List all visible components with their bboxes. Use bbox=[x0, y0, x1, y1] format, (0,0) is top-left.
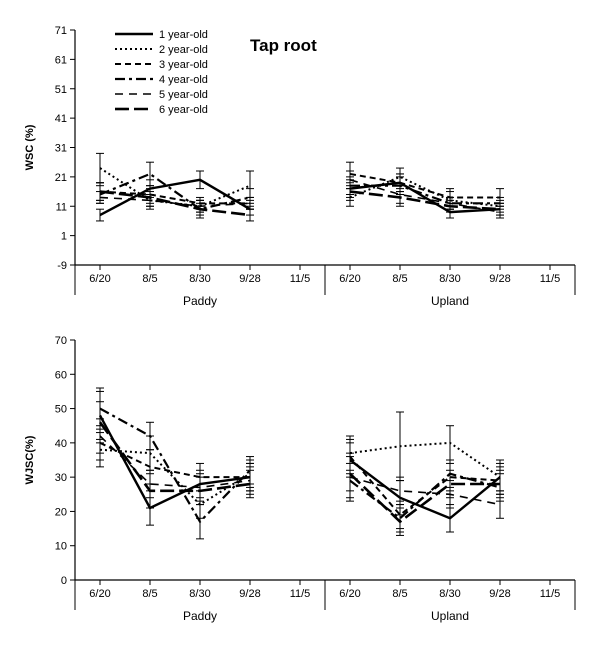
svg-text:71: 71 bbox=[55, 25, 67, 37]
svg-text:8/30: 8/30 bbox=[439, 588, 460, 600]
svg-text:3 year-old: 3 year-old bbox=[159, 59, 208, 71]
svg-text:Paddy: Paddy bbox=[183, 294, 217, 308]
svg-text:Upland: Upland bbox=[431, 609, 469, 623]
svg-text:8/5: 8/5 bbox=[392, 588, 407, 600]
svg-text:2 year-old: 2 year-old bbox=[159, 44, 208, 56]
svg-text:0: 0 bbox=[61, 575, 67, 587]
svg-text:10: 10 bbox=[55, 541, 67, 553]
svg-text:51: 51 bbox=[55, 84, 67, 96]
svg-text:4 year-old: 4 year-old bbox=[159, 74, 208, 86]
svg-text:Upland: Upland bbox=[431, 294, 469, 308]
svg-text:8/30: 8/30 bbox=[439, 273, 460, 285]
svg-text:20: 20 bbox=[55, 506, 67, 518]
svg-text:6 year-old: 6 year-old bbox=[159, 104, 208, 116]
svg-text:1 year-old: 1 year-old bbox=[159, 29, 208, 41]
svg-text:11/5: 11/5 bbox=[540, 588, 561, 600]
charts-svg: -9111213141516171WSC (%)6/208/58/309/281… bbox=[0, 0, 612, 652]
svg-text:61: 61 bbox=[55, 54, 67, 66]
svg-text:6/20: 6/20 bbox=[339, 273, 360, 285]
svg-text:6/20: 6/20 bbox=[89, 588, 110, 600]
svg-text:8/5: 8/5 bbox=[392, 273, 407, 285]
svg-text:40: 40 bbox=[55, 438, 67, 450]
svg-text:8/5: 8/5 bbox=[142, 273, 157, 285]
svg-text:8/30: 8/30 bbox=[189, 588, 210, 600]
svg-text:1: 1 bbox=[61, 231, 67, 243]
svg-text:9/28: 9/28 bbox=[239, 588, 260, 600]
svg-text:41: 41 bbox=[55, 113, 67, 125]
svg-text:11/5: 11/5 bbox=[290, 588, 311, 600]
svg-text:WSC (%): WSC (%) bbox=[24, 124, 36, 170]
svg-text:6/20: 6/20 bbox=[89, 273, 110, 285]
svg-text:8/30: 8/30 bbox=[189, 273, 210, 285]
svg-text:Paddy: Paddy bbox=[183, 609, 217, 623]
svg-text:11/5: 11/5 bbox=[290, 273, 311, 285]
svg-text:5 year-old: 5 year-old bbox=[159, 89, 208, 101]
figure-root: Tap root -9111213141516171WSC (%)6/208/5… bbox=[0, 0, 612, 652]
svg-text:9/28: 9/28 bbox=[239, 273, 260, 285]
svg-text:31: 31 bbox=[55, 143, 67, 155]
svg-text:8/5: 8/5 bbox=[142, 588, 157, 600]
svg-text:9/28: 9/28 bbox=[489, 273, 510, 285]
svg-text:6/20: 6/20 bbox=[339, 588, 360, 600]
svg-text:-9: -9 bbox=[57, 260, 67, 272]
svg-text:11/5: 11/5 bbox=[540, 273, 561, 285]
svg-text:70: 70 bbox=[55, 335, 67, 347]
svg-text:11: 11 bbox=[56, 201, 67, 213]
svg-text:60: 60 bbox=[55, 369, 67, 381]
svg-text:50: 50 bbox=[55, 404, 67, 416]
svg-text:9/28: 9/28 bbox=[489, 588, 510, 600]
svg-text:21: 21 bbox=[55, 172, 67, 184]
figure-title: Tap root bbox=[250, 36, 317, 56]
svg-text:30: 30 bbox=[55, 472, 67, 484]
svg-text:WJSC(%): WJSC(%) bbox=[24, 435, 36, 484]
